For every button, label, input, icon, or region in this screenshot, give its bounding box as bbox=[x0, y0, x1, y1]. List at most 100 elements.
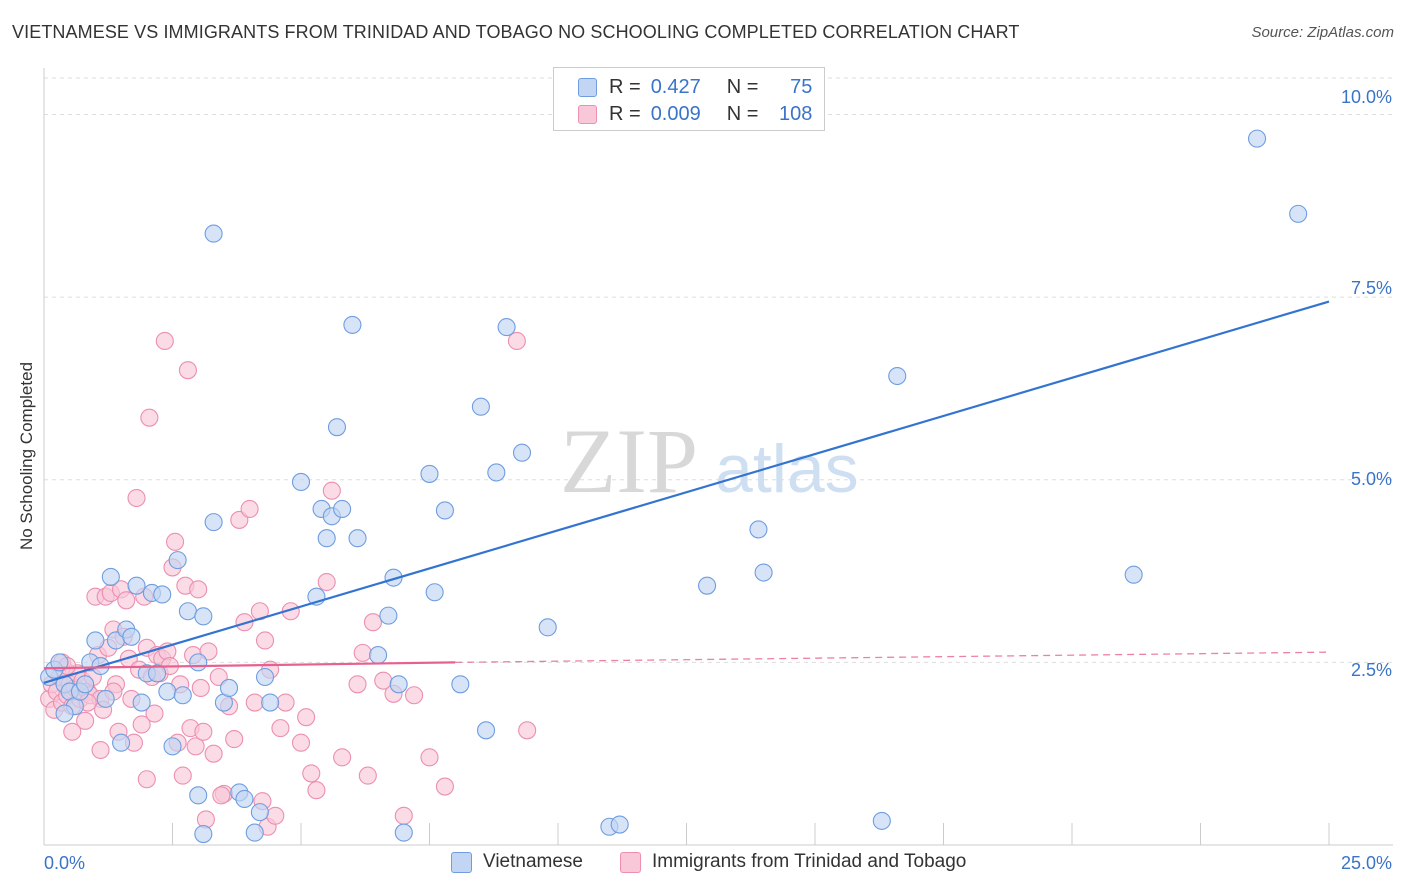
vietnamese-point bbox=[1124, 565, 1143, 584]
vietnamese-point bbox=[255, 667, 275, 687]
vietnamese-point bbox=[291, 472, 311, 492]
vietnamese-point bbox=[163, 737, 182, 756]
trinidad-point bbox=[127, 488, 146, 508]
legend-r-label: R = bbox=[609, 75, 641, 98]
trinidad-point bbox=[302, 764, 321, 783]
vietnamese-point bbox=[369, 646, 388, 665]
legend-r-value: 0.427 bbox=[650, 75, 701, 98]
trend-layer bbox=[43, 300, 1330, 684]
trinidad-point bbox=[266, 806, 285, 825]
trinidad-point bbox=[322, 481, 341, 500]
trinidad-point bbox=[435, 777, 454, 796]
trinidad-trend-line bbox=[43, 661, 456, 670]
vietnamese-point bbox=[327, 418, 347, 437]
bottom-legend-trinidad: Immigrants from Trinidad and Tobago bbox=[620, 851, 966, 873]
vietnamese-point bbox=[194, 824, 213, 844]
vietnamese-point bbox=[451, 675, 470, 694]
x-tick-label-min: 0.0% bbox=[44, 853, 86, 873]
vietnamese-point bbox=[476, 721, 496, 740]
vietnamese-point bbox=[487, 463, 506, 482]
watermark-zip: ZIP bbox=[560, 410, 698, 512]
vietnamese-point bbox=[204, 224, 223, 243]
trinidad-point bbox=[358, 766, 377, 785]
trinidad-point bbox=[76, 711, 95, 730]
points-layer bbox=[40, 129, 1308, 844]
trinidad-point bbox=[63, 722, 82, 741]
legend-n-value: 75 bbox=[790, 75, 813, 98]
vietnamese-point bbox=[538, 618, 557, 637]
trinidad-point bbox=[186, 737, 205, 756]
vietnamese-point bbox=[245, 823, 264, 842]
vietnamese-point bbox=[610, 815, 629, 834]
vietnamese-point bbox=[1289, 204, 1308, 223]
trinidad-point bbox=[276, 693, 295, 712]
trinidad-point bbox=[166, 532, 185, 551]
legend-swatch-blue bbox=[578, 77, 597, 97]
vietnamese-point bbox=[127, 576, 146, 595]
watermark-atlas: atlas bbox=[715, 431, 859, 507]
trinidad-point bbox=[394, 806, 413, 825]
trinidad-point bbox=[271, 719, 290, 738]
vietnamese-trend-line bbox=[43, 300, 1330, 684]
vietnamese-point bbox=[96, 689, 115, 708]
bottom-legend-swatch-pink bbox=[620, 851, 641, 873]
legend-n-value: 108 bbox=[779, 102, 813, 125]
chart-title: VIETNAMESE VS IMMIGRANTS FROM TRINIDAD A… bbox=[12, 22, 1020, 42]
vietnamese-point bbox=[888, 366, 907, 386]
vietnamese-point bbox=[189, 786, 208, 805]
legend-box: R = 0.427 N = 75 R = 0.009 N = 108 bbox=[553, 67, 825, 131]
vietnamese-point bbox=[435, 501, 454, 520]
legend-n-label: N = bbox=[726, 102, 759, 125]
trinidad-point bbox=[204, 744, 223, 763]
trinidad-point bbox=[353, 643, 372, 662]
vietnamese-point bbox=[394, 823, 413, 842]
trinidad-point bbox=[117, 591, 136, 610]
trinidad-point bbox=[507, 331, 526, 351]
trinidad-point bbox=[225, 730, 244, 749]
vietnamese-point bbox=[749, 520, 768, 539]
vietnamese-point bbox=[261, 693, 280, 712]
vietnamese-point bbox=[497, 318, 516, 337]
y-tick-label-5-0: 5.0% bbox=[1350, 469, 1392, 489]
trinidad-point bbox=[132, 715, 151, 734]
trinidad-point bbox=[240, 499, 259, 519]
trinidad-point bbox=[194, 722, 213, 741]
source-label: Source: ZipAtlas.com bbox=[1251, 24, 1394, 41]
bottom-legend-label-vietnamese: Vietnamese bbox=[483, 851, 583, 872]
trinidad-trend-extension bbox=[455, 651, 1330, 664]
vietnamese-point bbox=[471, 397, 490, 416]
y-axis-label: No Schooling Completed bbox=[17, 361, 36, 551]
trinidad-point bbox=[91, 740, 110, 760]
vietnamese-point bbox=[512, 443, 532, 462]
trinidad-point bbox=[405, 686, 424, 705]
trinidad-point bbox=[145, 704, 164, 723]
vietnamese-point bbox=[50, 653, 69, 672]
vietnamese-point bbox=[122, 627, 141, 646]
vietnamese-point bbox=[420, 464, 439, 483]
trinidad-point bbox=[191, 678, 210, 697]
vietnamese-point bbox=[754, 563, 773, 582]
x-tick-label-max: 25.0% bbox=[1340, 853, 1392, 873]
trinidad-point bbox=[140, 408, 159, 427]
legend-row-vietnamese: R = 0.427 N = 75 bbox=[578, 75, 812, 99]
bottom-legend-label-trinidad: Immigrants from Trinidad and Tobago bbox=[652, 851, 967, 872]
vietnamese-point bbox=[389, 675, 408, 694]
legend-swatch-pink bbox=[578, 104, 597, 124]
trinidad-point bbox=[348, 675, 367, 694]
bottom-legend-vietnamese: Vietnamese bbox=[451, 851, 583, 873]
bottom-legend-swatch-blue bbox=[451, 851, 472, 873]
vietnamese-point bbox=[112, 733, 131, 752]
vietnamese-point bbox=[235, 789, 254, 809]
vietnamese-point bbox=[55, 704, 74, 723]
trinidad-point bbox=[363, 613, 383, 632]
vietnamese-point bbox=[425, 583, 444, 602]
legend-r-label: R = bbox=[609, 102, 641, 125]
trinidad-point bbox=[317, 572, 336, 592]
trinidad-point bbox=[245, 693, 264, 712]
vietnamese-point bbox=[317, 529, 336, 548]
vietnamese-point bbox=[132, 693, 151, 712]
vietnamese-point bbox=[698, 576, 717, 595]
trinidad-point bbox=[291, 733, 311, 752]
vietnamese-point bbox=[204, 513, 223, 532]
